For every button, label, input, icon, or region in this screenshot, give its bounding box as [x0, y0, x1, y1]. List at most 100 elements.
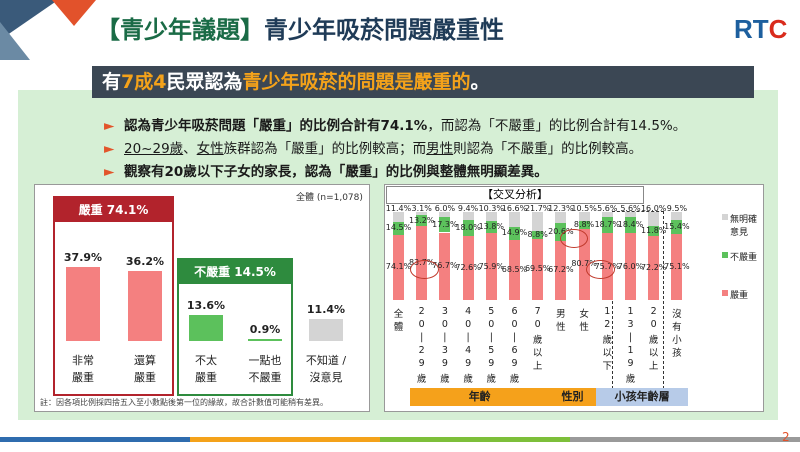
seg-label: 68.5%	[501, 264, 528, 274]
seg-label: 67.2%	[548, 265, 574, 275]
stack-seg	[648, 236, 660, 300]
seg-label: 16.6%	[501, 204, 528, 213]
cat-char: 2	[604, 319, 611, 330]
cat-char: 0	[534, 319, 541, 330]
bar-5	[309, 318, 343, 341]
cat-char: 3	[441, 345, 448, 356]
seg-label: 3.1%	[411, 204, 432, 213]
cat-char: 以	[602, 348, 613, 359]
stack-seg	[578, 221, 590, 229]
group-label: 年齡	[410, 388, 550, 406]
legend-swatch	[722, 290, 728, 296]
legend-label: 無明確	[730, 215, 758, 225]
bar-3	[189, 314, 223, 341]
seg-label: 14.5%	[385, 223, 412, 233]
stack-seg	[509, 212, 520, 227]
cat-char: 性	[556, 322, 566, 333]
bar-label: 非常	[72, 354, 94, 367]
seg-label: 5.6%	[597, 204, 618, 213]
seg-label: 8.8%	[573, 220, 595, 230]
bar-label: 沒意見	[309, 371, 343, 384]
stack-seg	[509, 226, 520, 240]
seg-label: 9.4%	[457, 204, 479, 213]
bar-label: 一點也	[248, 354, 282, 367]
cat-char: 女	[579, 309, 589, 320]
bullet-1: ► 認為青少年吸菸問題「嚴重」的比例合計有74.1%，而認為「不嚴重」的比例合計有…	[104, 118, 687, 134]
cat-char: 以	[648, 348, 659, 359]
cat-char: 沒	[672, 309, 682, 320]
seg-label: 72.2%	[640, 263, 667, 273]
bar-value: 0.9%	[249, 323, 281, 337]
cat-char: 小	[672, 335, 682, 346]
stack-seg	[648, 226, 660, 237]
stack-seg	[648, 212, 660, 227]
page-title: 【青少年議題】青少年吸菸問題嚴重性	[96, 16, 504, 44]
cat-char: |	[466, 332, 470, 343]
legend-label: 嚴重	[730, 291, 749, 301]
cat-char: 5	[488, 306, 495, 317]
cat-char: 以	[532, 348, 543, 359]
stack-seg	[485, 212, 497, 222]
seg-label: 11.8%	[640, 226, 667, 236]
stack-seg	[555, 211, 567, 223]
cat-char: 3	[627, 319, 634, 330]
cat-char: 0	[465, 319, 472, 330]
cat-char: 下	[602, 361, 613, 372]
bar-value: 37.9%	[63, 251, 103, 265]
seg-label: 18.0%	[455, 223, 481, 233]
cat-char: 6	[511, 345, 518, 356]
stack-seg	[578, 228, 590, 300]
cat-char: 2	[650, 306, 657, 317]
cat-char: 1	[627, 306, 634, 317]
bar-value: 36.2%	[125, 254, 165, 268]
seg-label: 18.4%	[617, 220, 644, 230]
cat-char: 9	[511, 358, 518, 369]
seg-label: 11.4%	[385, 204, 412, 213]
stack-seg	[532, 231, 544, 239]
stack-seg	[439, 217, 451, 233]
seg-label: 18.7%	[594, 220, 620, 230]
seg-label: 21.7%	[524, 204, 551, 213]
highlight-circle-male	[560, 229, 588, 248]
legend-swatch	[722, 252, 728, 258]
bar-label: 不知道 /	[305, 354, 347, 367]
seg-label: 13.2%	[408, 215, 435, 225]
stack-seg	[578, 212, 590, 222]
cat-char: 0	[650, 319, 657, 330]
bar-label: 嚴重	[134, 371, 156, 384]
page-number: 2	[782, 430, 790, 444]
seg-label: 15.4%	[664, 222, 690, 232]
footer-segment	[570, 437, 800, 442]
cat-char: 歲	[509, 374, 520, 385]
seg-label: 76.7%	[432, 261, 458, 271]
stack-seg	[485, 221, 497, 234]
seg-label: 17.3%	[432, 219, 458, 229]
stack-seg	[393, 222, 404, 235]
cat-char: |	[628, 332, 633, 343]
stack-seg	[532, 212, 544, 232]
headline: 有7成4民眾認為青少年吸菸的問題是嚴重的。	[92, 66, 754, 98]
cat-char: 歲	[602, 335, 613, 346]
group-label: 性別	[549, 388, 596, 406]
serious-frame	[53, 196, 174, 396]
stack-seg	[462, 220, 474, 237]
seg-label: 75.9%	[478, 261, 504, 271]
cat-char: 5	[488, 345, 495, 356]
cat-char: 歲	[486, 374, 497, 385]
seg-label: 10.5%	[571, 204, 597, 213]
stack-seg	[509, 239, 520, 300]
stack-seg	[439, 232, 451, 300]
seg-label: 9.5%	[666, 204, 688, 213]
bar-value: 11.4%	[306, 302, 346, 316]
seg-label: 13.8%	[478, 222, 504, 232]
legend-swatch	[722, 214, 728, 220]
footer-segment	[190, 437, 380, 442]
seg-label: 20.6%	[548, 226, 574, 236]
footnote: 註：因各項比例採四捨五入至小數點後第一位的緣故，故合計數值可能稍有差異。	[40, 398, 328, 407]
seg-label: 10.3%	[478, 204, 504, 213]
footer-segment	[380, 437, 570, 442]
cat-char: 1	[604, 306, 611, 317]
bar-label: 不太	[195, 354, 217, 367]
cat-char: 上	[532, 361, 543, 372]
rtc-logo: RTC	[734, 14, 788, 44]
